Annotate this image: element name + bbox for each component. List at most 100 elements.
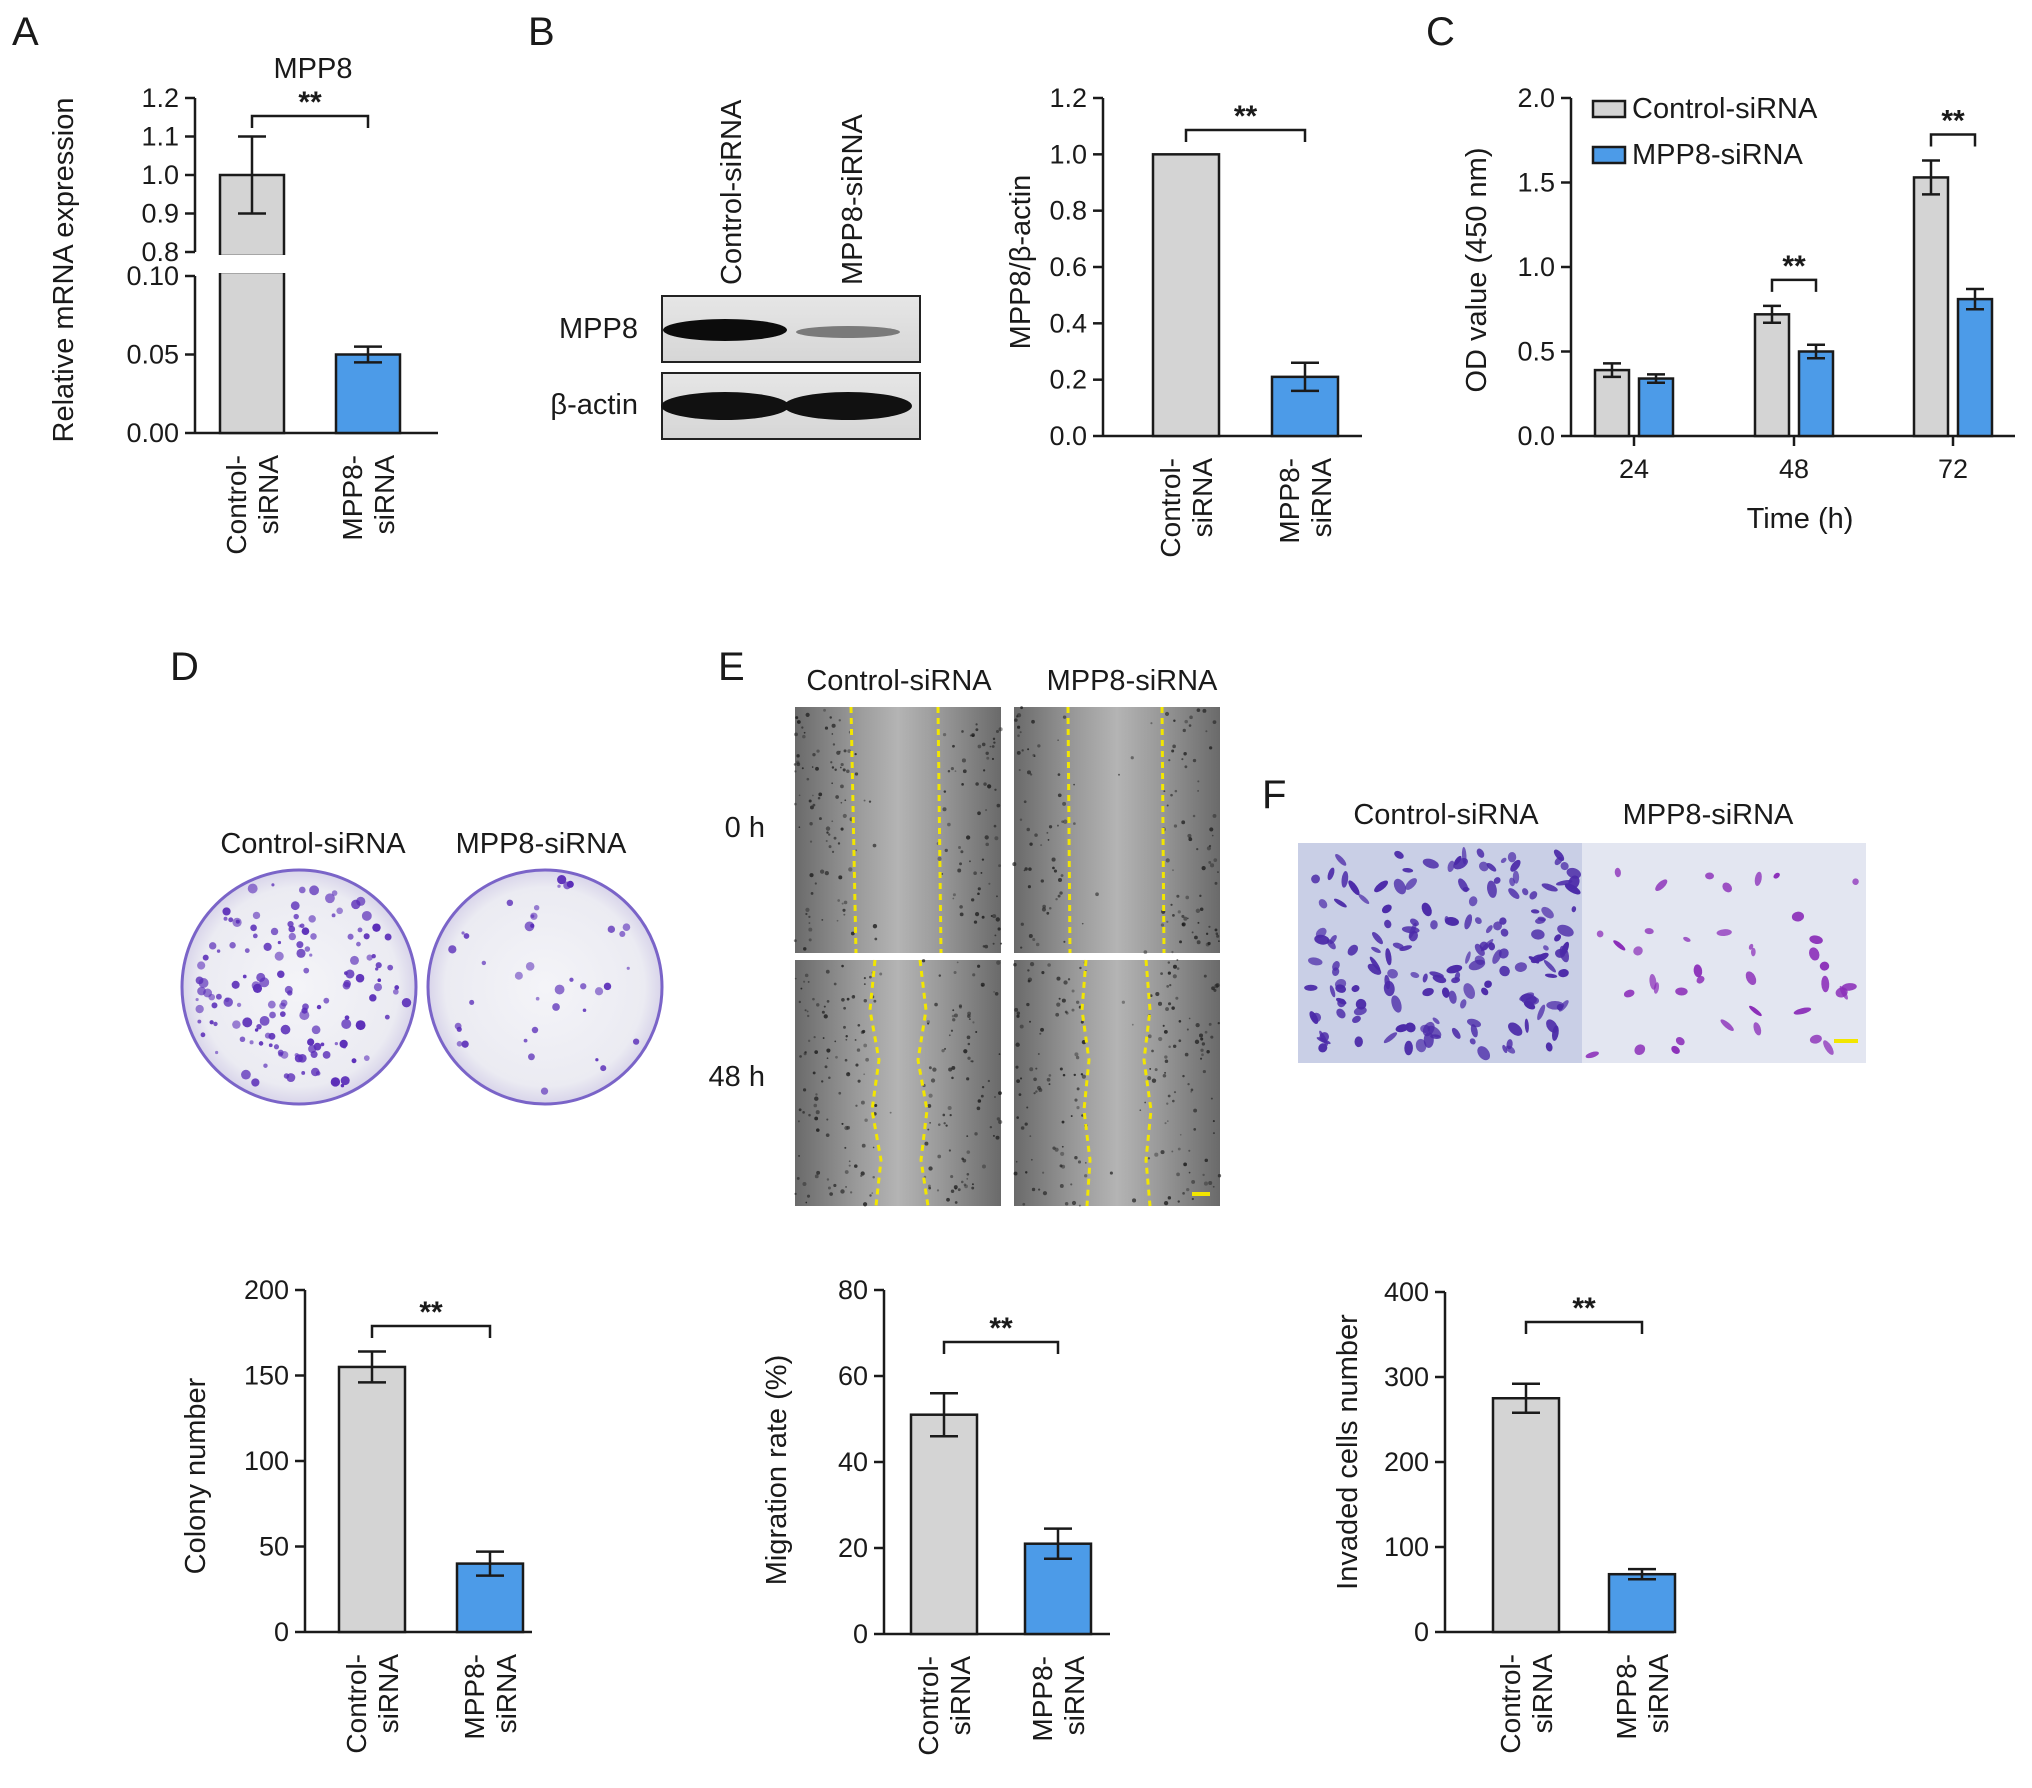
cell-speck	[1212, 1132, 1215, 1135]
cell-speck	[796, 1176, 800, 1180]
cell-speck	[942, 807, 947, 812]
cell-speck	[943, 1122, 946, 1125]
invaded-cell	[1422, 987, 1434, 997]
cell-speck	[950, 1189, 955, 1194]
significance-label: **	[1782, 250, 1806, 283]
cell-speck	[977, 887, 981, 891]
colony-dot	[263, 942, 272, 951]
cell-speck	[952, 1018, 956, 1022]
wound-edge-line	[1160, 706, 1166, 954]
invaded-cell	[1478, 861, 1489, 872]
x-tick-label: siRNA	[253, 455, 284, 535]
cell-speck	[796, 720, 801, 724]
colony-dot	[461, 1040, 469, 1048]
cell-speck	[814, 1050, 819, 1054]
cell-speck	[977, 1099, 982, 1103]
blot-row-label-mpp8: MPP8	[559, 313, 638, 345]
x-tick-label: 48	[1779, 454, 1809, 484]
colony-dot	[263, 1063, 268, 1068]
cell-speck	[966, 1172, 970, 1176]
colony-dot	[506, 899, 514, 907]
cell-speck	[1177, 1200, 1180, 1203]
invaded-cell	[1585, 1051, 1599, 1059]
cell-speck	[1028, 867, 1032, 871]
colony-dot	[231, 980, 240, 989]
colony-dot	[197, 961, 206, 970]
cell-speck	[1215, 932, 1219, 935]
cell-speck	[842, 813, 847, 818]
cell-speck	[1021, 749, 1024, 752]
invaded-cell	[1308, 957, 1323, 966]
cell-speck	[864, 1118, 868, 1122]
colony-dot	[600, 1065, 607, 1072]
cell-speck	[1029, 1020, 1032, 1023]
cell-speck	[1200, 1037, 1204, 1041]
cell-speck	[1171, 1150, 1174, 1153]
cell-speck	[811, 766, 814, 768]
cell-speck	[991, 745, 995, 748]
cell-speck	[1215, 983, 1220, 988]
cell-speck	[863, 799, 866, 802]
cell-speck	[973, 920, 978, 924]
cell-speck	[1201, 1042, 1206, 1046]
colony-dot	[259, 1015, 270, 1026]
cell-speck	[1176, 894, 1180, 898]
cell-speck	[1026, 1002, 1030, 1007]
cell-speck	[1023, 800, 1027, 804]
cell-speck	[1200, 1057, 1203, 1060]
cell-speck	[1210, 1035, 1214, 1039]
cell-speck	[1212, 813, 1217, 818]
invaded-cell	[1402, 867, 1414, 873]
bar	[1912, 176, 1950, 438]
cell-speck	[800, 987, 803, 990]
invaded-cell	[1332, 967, 1340, 976]
cell-speck	[1052, 866, 1055, 870]
invaded-cell	[1500, 928, 1509, 937]
cell-speck	[1210, 1097, 1213, 1100]
invaded-cell	[1441, 987, 1450, 998]
cell-speck	[874, 937, 878, 941]
cell-speck	[1070, 1115, 1073, 1118]
cell-speck	[1084, 1162, 1087, 1164]
x-tick-label: Control-	[1155, 458, 1186, 558]
invaded-cell	[1474, 943, 1485, 956]
colony-dot	[554, 984, 565, 995]
cell-speck	[954, 1201, 958, 1204]
cell-speck	[1062, 801, 1067, 806]
cell-speck	[1199, 894, 1202, 898]
invaded-cell	[1469, 1038, 1476, 1045]
cell-speck	[1205, 932, 1209, 935]
cell-speck	[1168, 759, 1171, 762]
cell-speck	[1208, 1022, 1212, 1026]
invaded-cell	[1537, 916, 1547, 922]
cell-speck	[844, 799, 847, 802]
cell-speck	[1018, 1093, 1022, 1097]
y-tick-label: 1.0	[1517, 252, 1555, 282]
wound-image-control-0h	[795, 707, 1001, 953]
colony-dot	[316, 1004, 322, 1010]
cell-speck	[835, 795, 839, 799]
cell-speck	[928, 1184, 931, 1188]
cell-speck	[961, 1180, 964, 1184]
cell-speck	[1057, 824, 1059, 827]
cell-speck	[1208, 861, 1212, 864]
cell-speck	[1218, 940, 1220, 942]
cell-speck	[1118, 773, 1120, 776]
cell-speck	[1059, 891, 1063, 895]
cell-speck	[1187, 917, 1189, 920]
invaded-cell	[1444, 917, 1459, 926]
invaded-cell	[1558, 1000, 1569, 1012]
cell-speck	[952, 1009, 955, 1012]
colony-dot	[401, 997, 412, 1008]
cell-speck	[966, 1077, 970, 1081]
colony-dot	[552, 1003, 560, 1011]
cell-speck	[994, 836, 999, 841]
cell-speck	[1193, 1128, 1197, 1131]
cell-speck	[812, 997, 815, 1001]
cell-speck	[826, 831, 829, 834]
x-tick-label: Control-	[341, 1654, 372, 1754]
colony-dot	[259, 977, 270, 988]
cell-speck	[1154, 1068, 1158, 1072]
invaded-cell	[1528, 956, 1540, 964]
invaded-cell	[1372, 932, 1383, 945]
